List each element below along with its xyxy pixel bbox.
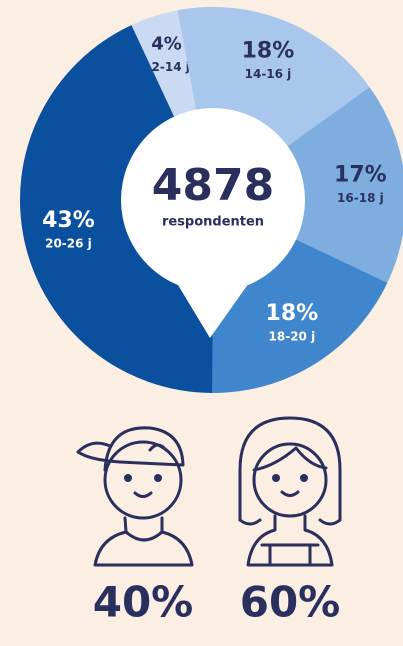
slice-percent: 18% <box>242 39 295 64</box>
center-value: 4878 <box>152 160 274 211</box>
slice-category: 18-20 j <box>269 330 316 344</box>
center-pin: 4878 respondenten <box>121 108 305 338</box>
slice-category: 20-26 j <box>45 236 92 250</box>
slice-percent: 43% <box>42 208 95 233</box>
center-circle <box>121 108 305 292</box>
boys-percent: 40% <box>93 578 194 627</box>
boy-icon <box>76 426 194 567</box>
center-label: respondenten <box>162 215 264 230</box>
slice-percent: 17% <box>334 163 387 188</box>
girls-percent: 60% <box>240 578 341 627</box>
pin-tip <box>175 280 251 338</box>
slice-percent: 18% <box>266 301 319 326</box>
slice-category: 14-16 j <box>245 67 292 81</box>
donut-slice <box>213 87 403 283</box>
boy-eye <box>124 474 132 482</box>
slice-percent: 4% <box>151 33 182 54</box>
girl-eye <box>272 474 280 482</box>
girl-icon <box>238 416 342 567</box>
boy-eye <box>154 474 162 482</box>
slice-category: 16-18 j <box>337 191 384 205</box>
girl-eye <box>300 474 308 482</box>
donut-slice <box>20 25 213 393</box>
slice-category: 12-14 j <box>143 60 190 74</box>
